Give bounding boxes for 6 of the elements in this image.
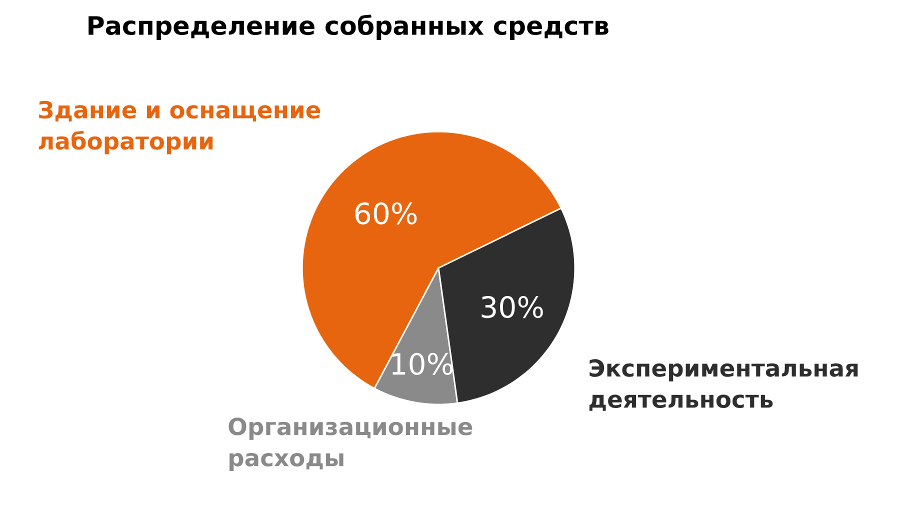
chart-title: Распределение собранных средств [88, 14, 608, 40]
data-label: 30% [482, 296, 543, 318]
slice-label: Организационные расходы [228, 418, 472, 472]
slice-label: Здание и оснащение лаборатории [38, 101, 320, 154]
data-label: 60% [355, 202, 417, 225]
slice-label: Экспериментальная деятельность [589, 359, 858, 412]
